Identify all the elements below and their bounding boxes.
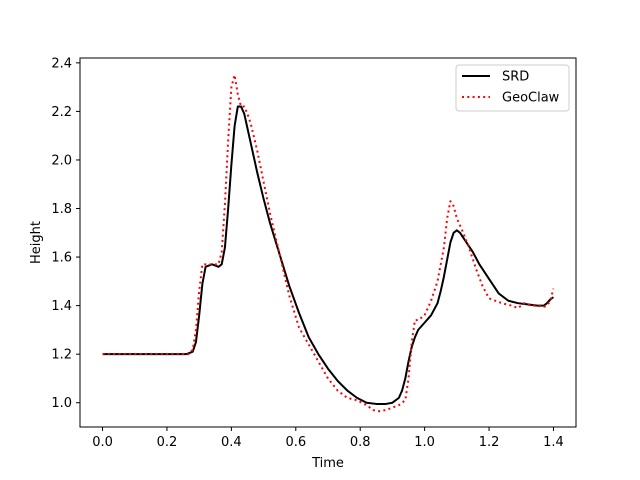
- x-tick-label: 0.4: [221, 435, 242, 450]
- legend: SRD GeoClaw: [455, 64, 570, 112]
- y-tick-label: 1.0: [51, 396, 72, 411]
- plot-series-group: [102, 73, 555, 413]
- y-axis-label: Height: [29, 221, 44, 264]
- y-tick-label: 1.4: [51, 299, 72, 314]
- x-axis: 0.0 0.2 0.4 0.6 0.8 1.0 1.2 1.4: [92, 427, 564, 450]
- x-axis-label: Time: [311, 456, 344, 471]
- series-line-geoclaw: [102, 73, 555, 413]
- x-tick-label: 1.2: [479, 435, 500, 450]
- series-line-srd: [102, 105, 555, 405]
- y-tick-label: 1.2: [51, 348, 72, 363]
- legend-label-geoclaw: GeoClaw: [502, 91, 560, 106]
- y-tick-label: 2.2: [51, 105, 72, 120]
- x-tick-label: 1.0: [414, 435, 435, 450]
- y-tick-label: 1.6: [51, 251, 72, 266]
- plot-area-frame: [79, 57, 577, 428]
- y-tick-label: 1.8: [51, 202, 72, 217]
- x-tick-label: 1.4: [543, 435, 564, 450]
- legend-label-srd: SRD: [502, 70, 529, 85]
- x-tick-label: 0.2: [157, 435, 178, 450]
- y-axis: 1.0 1.2 1.4 1.6 1.8 2.0 2.2 2.4: [51, 56, 80, 411]
- x-tick-label: 0.0: [92, 435, 113, 450]
- x-tick-label: 0.8: [350, 435, 371, 450]
- y-tick-label: 2.0: [51, 153, 72, 168]
- x-tick-label: 0.6: [285, 435, 306, 450]
- y-tick-label: 2.4: [51, 56, 72, 71]
